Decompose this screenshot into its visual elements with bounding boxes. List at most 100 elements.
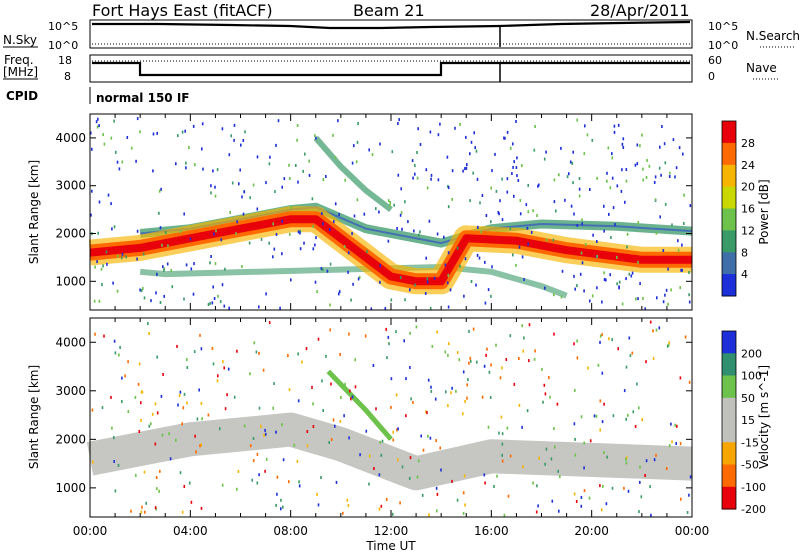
velocity-scatter-point [322,409,324,412]
velocity-scatter-point [522,465,524,469]
power-scatter-point [634,163,637,167]
velocity-scatter-point [462,412,464,416]
velocity-scatter-point [296,459,299,463]
power-scatter-point [332,133,334,137]
velocity-scatter-point [212,362,215,366]
power-scatter-point [506,177,509,181]
power-scatter-point [404,298,406,302]
velocity-scatter-point [297,352,299,356]
power-scatter-point [553,200,556,204]
velocity-scatter-point [601,420,604,424]
velocity-ground-scatter [86,412,693,491]
power-scatter-point [413,229,415,233]
velocity-data [86,320,693,517]
velocity-scatter-point [573,422,576,426]
velocity-scatter-point [201,417,203,421]
velocity-colorbar-label: Velocity [m s^-1] [757,365,771,469]
velocity-scatter-point [629,354,632,358]
power-scatter-point [527,210,530,214]
velocity-scatter-point [264,469,266,473]
velocity-scatter-point [556,402,559,406]
velocity-scatter-point [249,444,252,448]
power-scatter-point [391,150,394,154]
velocity-scatter-point [513,382,516,386]
power-scatter-point [130,146,133,150]
velocity-scatter-point [632,410,635,414]
velocity-scatter-point [521,425,523,429]
power-scatter-point [371,153,374,157]
power-scatter-point [479,201,481,205]
power-scatter-point [152,132,155,136]
power-scatter-point [616,184,619,188]
power-scatter-point [321,212,323,216]
power-scatter-point [430,177,432,181]
power-scatter-point [315,136,317,140]
power-scatter-point [289,232,291,236]
velocity-scatter-point [649,485,651,489]
velocity-scatter-point [426,411,428,415]
velocity-scatter-point [351,395,354,399]
power-scatter-point [470,140,473,144]
power-scatter-point [512,253,514,257]
velocity-scatter-point [405,377,407,381]
power-scatter-point [95,120,98,124]
velocity-scatter-point [636,382,638,386]
date-label: 28/Apr/2011 [590,1,690,20]
power-scatter-point [299,231,301,235]
power-scatter-point [620,189,623,193]
velocity-scatter-point [689,475,692,479]
velocity-scatter-point [390,377,393,381]
velocity-scatter-point [518,357,520,360]
velocity-scatter-point [559,475,561,479]
power-scatter-point [579,272,582,276]
power-scatter-point [290,278,292,282]
velocity-scatter-point [501,442,504,446]
power-scatter-point [591,138,594,142]
power-scatter-point [368,148,370,152]
velocity-scatter-point [623,486,625,490]
power-scatter-point [355,160,358,164]
y-tick-label: 1000 [55,274,86,288]
power-scatter-point [98,124,100,128]
power-scatter-point [477,225,479,229]
velocity-scatter-point [490,363,492,367]
colorbar-segment [722,442,736,466]
velocity-scatter-point [175,438,177,442]
velocity-scatter-point [147,322,149,325]
velocity-scatter-point [169,457,172,461]
power-scatter-point [94,265,96,269]
power-scatter-point [265,292,267,296]
colorbar-frame [721,120,737,297]
velocity-scatter-point [603,402,605,406]
power-scatter-point [230,134,232,138]
velocity-scatter-point [395,330,397,334]
velocity-scatter-point [119,345,121,349]
power-scatter-point [366,250,368,253]
velocity-scatter-point [436,492,439,496]
velocity-scatter-point [148,424,151,428]
power-scatter-point [139,130,141,134]
power-scatter-point [661,125,663,128]
power-scatter-point [637,221,640,224]
velocity-scatter-point [445,390,447,394]
power-scatter-point [628,272,631,276]
velocity-scatter-point [408,476,411,480]
power-scatter-point [681,243,683,247]
power-scatter-point [648,164,651,168]
power-scatter-point [397,173,400,177]
velocity-scatter-point [606,455,608,459]
velocity-scatter-point [644,474,646,477]
velocity-scatter-point [343,414,345,418]
power-scatter-point [607,146,610,150]
power-scatter-point [166,262,169,266]
velocity-scatter-point [676,424,678,428]
velocity-scatter-point [409,366,411,369]
power-scatter-point [352,282,354,286]
colorbar-tick-label: 28 [741,137,755,150]
power-scatter-point [302,169,304,173]
power-scatter-point [581,218,583,222]
power-scatter-point [268,162,271,166]
power-scatter-point [321,268,324,272]
velocity-scatter-point [111,426,113,430]
